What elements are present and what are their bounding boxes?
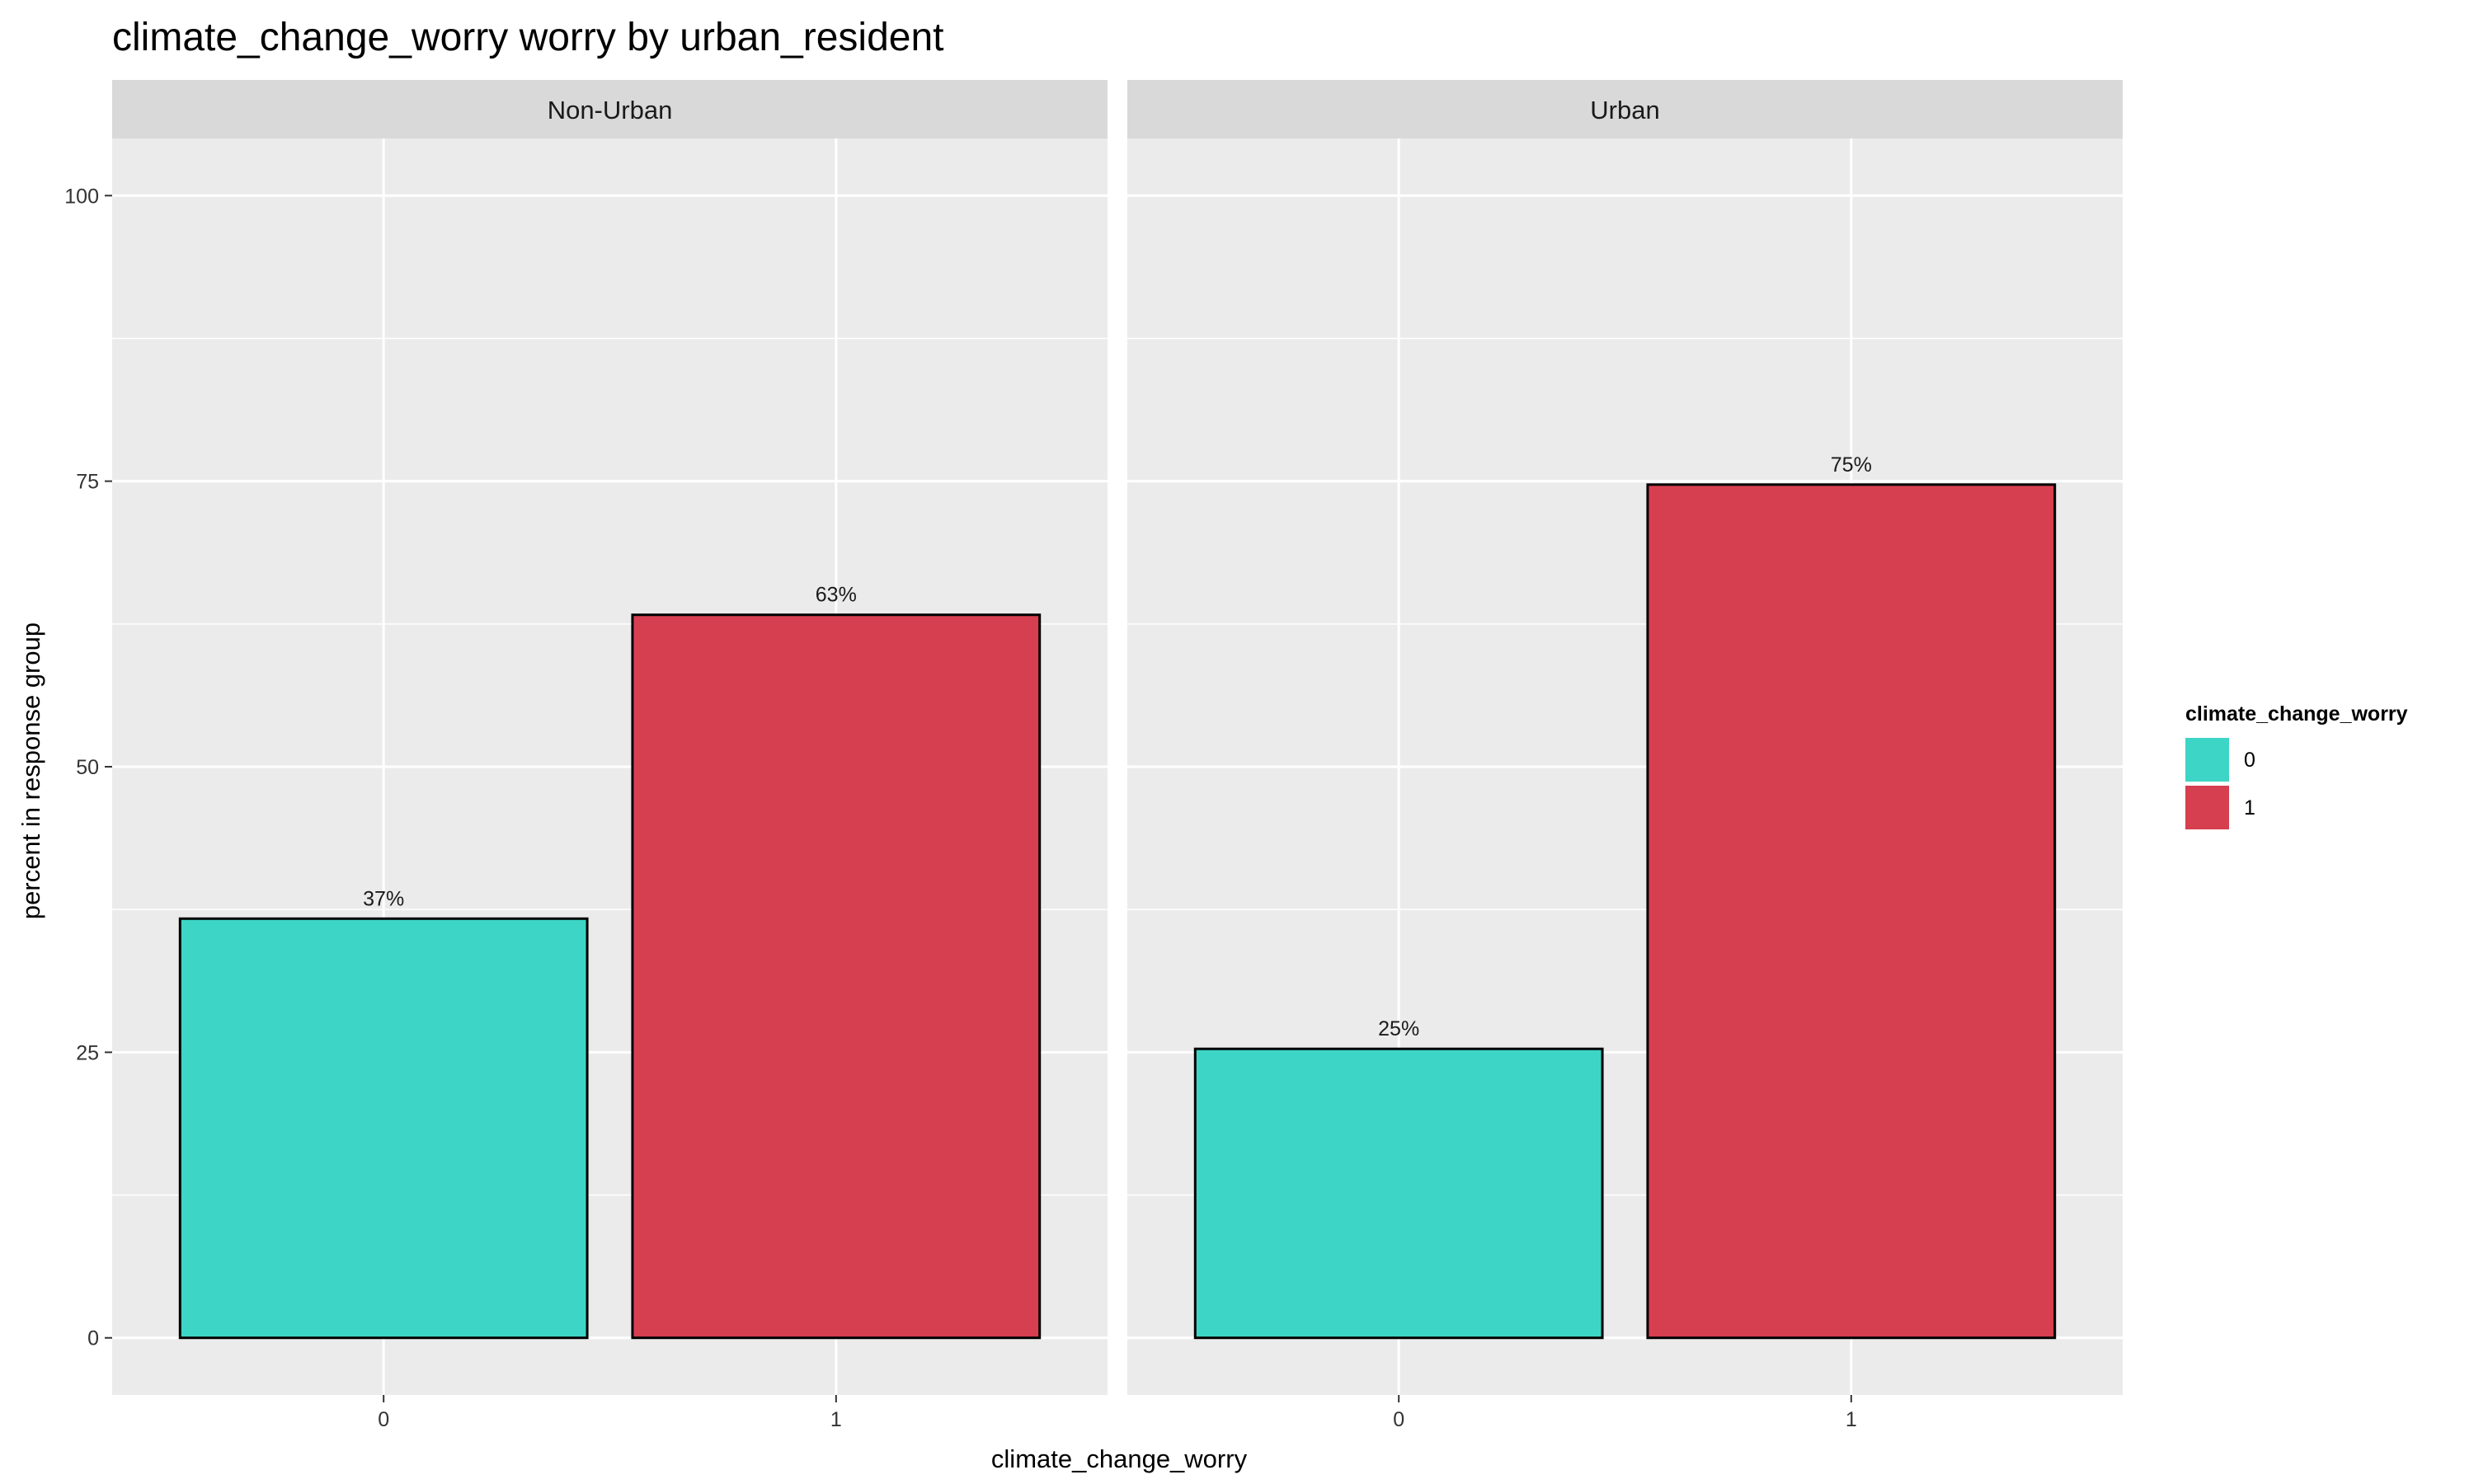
legend: climate_change_worry 0 1 (2185, 702, 2408, 829)
legend-key-1 (2185, 786, 2229, 829)
y-axis-title: percent in response group (16, 622, 45, 919)
bar-non-urban-0 (178, 917, 589, 1340)
y-tick-label: 0 (87, 1327, 99, 1350)
y-axis: 0 25 50 75 100 (64, 185, 112, 1350)
bar-urban-0 (1193, 1047, 1604, 1340)
x-tick-label: 1 (830, 1408, 842, 1431)
chart-title: climate_change_worry worry by urban_resi… (112, 16, 944, 59)
legend-label-0: 0 (2244, 749, 2255, 772)
bar-value-label: 37% (363, 887, 404, 910)
x-tick-label: 0 (378, 1408, 389, 1431)
facet-strip (112, 80, 1108, 139)
x-tick-label: 1 (1846, 1408, 1857, 1431)
bar-urban-1 (1646, 483, 2057, 1340)
facet-strip-label: Urban (1590, 96, 1659, 124)
facet-panel: Urban 25% 75% 0 1 (1127, 80, 2123, 1431)
bar-non-urban-1 (631, 613, 1042, 1340)
facet-panels: Non-Urban 37% 63% 0 1 Urban 25% 75% 0 1 (112, 80, 2123, 1431)
legend-key-0 (2185, 738, 2229, 782)
facet-strip-label: Non-Urban (548, 96, 673, 124)
x-tick-label: 0 (1393, 1408, 1404, 1431)
bar-value-label: 25% (1378, 1017, 1419, 1040)
legend-label-1: 1 (2244, 796, 2255, 819)
legend-title: climate_change_worry (2185, 702, 2408, 726)
bar-value-label: 75% (1831, 453, 1872, 477)
y-tick-label: 50 (76, 756, 99, 779)
bar-value-label: 63% (816, 584, 857, 607)
x-axis-title: climate_change_worry (991, 1444, 1248, 1473)
facet-strip (1127, 80, 2123, 139)
y-tick-label: 100 (64, 185, 99, 208)
y-tick-label: 25 (76, 1041, 99, 1064)
facet-panel: Non-Urban 37% 63% 0 1 (112, 80, 1108, 1431)
y-tick-label: 75 (76, 471, 99, 494)
